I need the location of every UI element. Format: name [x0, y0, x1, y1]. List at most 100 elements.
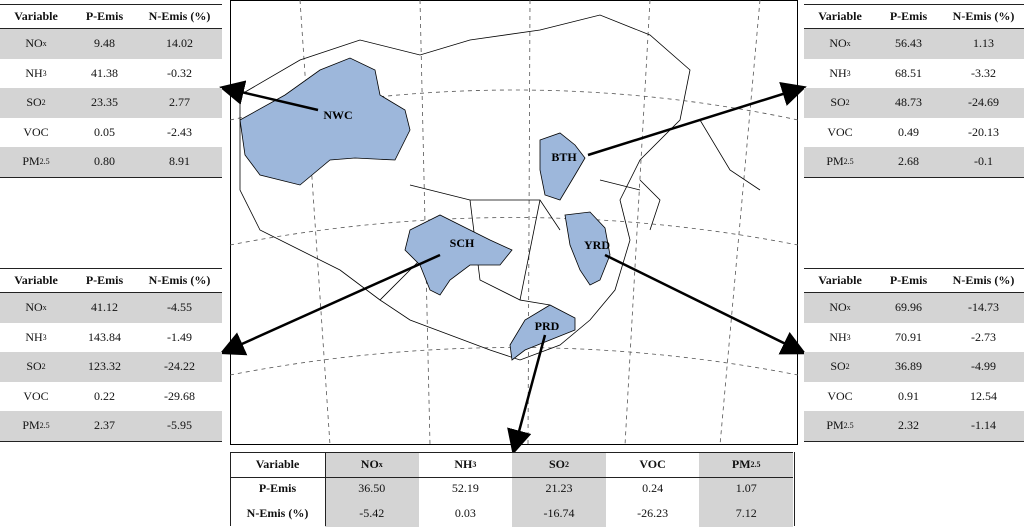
variable-subscript: 3 [472, 459, 477, 469]
value: 0.03 [454, 505, 476, 520]
value: 123.32 [88, 359, 121, 374]
variable-subscript: 3 [846, 332, 851, 342]
value: 21.23 [545, 481, 573, 496]
p-emis-cell: 0.80 [72, 147, 137, 177]
value: -1.14 [971, 418, 996, 433]
header-text: P-Emis [85, 8, 124, 23]
value: 12.54 [970, 388, 997, 403]
header-text: N-Emis (%) [246, 505, 309, 520]
region-label: NWC [323, 108, 352, 122]
variable-name: VOC [23, 388, 49, 403]
variable-cell: SO 2 [0, 88, 72, 118]
p-emis-cell: 36.50 [325, 477, 419, 502]
table-rule [804, 440, 1024, 442]
value: 0.80 [94, 154, 115, 169]
variable-cell: NH 3 [804, 59, 876, 89]
value: 9.48 [94, 36, 115, 51]
value: -5.42 [359, 505, 385, 520]
variable-name: NO [829, 36, 847, 51]
value: -2.73 [971, 329, 996, 344]
row-shade [804, 29, 1024, 59]
region-label: YRD [584, 238, 610, 252]
value: -5.95 [167, 418, 192, 433]
row-shade [0, 147, 222, 177]
n-emis-cell: -4.55 [137, 293, 222, 323]
variable-name: PM [22, 418, 40, 433]
table-rule [0, 176, 222, 178]
variable-cell: VOC [606, 452, 700, 477]
arrow [604, 253, 807, 355]
p-emis-cell: 0.49 [876, 118, 941, 148]
value: 7.12 [735, 505, 757, 520]
value: 1.13 [973, 36, 994, 51]
variable-cell: SO 2 [0, 352, 72, 382]
p-emis-cell: 0.05 [72, 118, 137, 148]
value: 68.51 [895, 65, 922, 80]
header-text: N-Emis (%) [952, 272, 1015, 287]
variable-cell: NH 3 [419, 452, 513, 477]
row-shade [0, 88, 222, 118]
p-emis-cell: 0.24 [606, 477, 700, 502]
header-cell: P-Emis [876, 4, 941, 28]
variable-name: SO [26, 359, 42, 374]
variable-subscript: x [378, 459, 383, 469]
variable-subscript: x [846, 303, 851, 313]
header-cell: Variable [0, 4, 72, 28]
p-emis-cell: 36.89 [876, 352, 941, 382]
variable-cell: NH 3 [0, 59, 72, 89]
p-emis-cell: 143.84 [72, 323, 137, 353]
variable-cell: NO x [325, 452, 419, 477]
n-emis-cell: -1.49 [137, 323, 222, 353]
n-emis-cell: -24.69 [941, 88, 1024, 118]
table-rule [804, 28, 1024, 29]
p-emis-cell: 2.32 [876, 411, 941, 441]
table-rule [804, 4, 1024, 5]
variable-cell: NO x [0, 29, 72, 59]
header-text: P-Emis [85, 272, 124, 287]
variable-subscript: 2 [564, 459, 569, 469]
header-cell: N-Emis (%) [137, 4, 222, 28]
value: 2.77 [169, 95, 190, 110]
table-rule [0, 28, 222, 29]
variable-cell: PM 2.5 [0, 147, 72, 177]
value: -4.55 [167, 300, 192, 315]
value: -24.22 [164, 359, 195, 374]
table-rule [804, 292, 1024, 293]
table-rule [804, 268, 1024, 269]
table-frame [230, 452, 795, 526]
n-emis-cell: -5.95 [137, 411, 222, 441]
table-rule [0, 440, 222, 442]
variable-subscript: 2 [845, 98, 850, 108]
p-emis-cell: 9.48 [72, 29, 137, 59]
value: -26.23 [637, 505, 669, 520]
table-rule [804, 176, 1024, 178]
variable-name: NH [829, 329, 847, 344]
variable-cell: SO 2 [804, 88, 876, 118]
p-emis-cell: 1.07 [699, 477, 793, 502]
variable-name: NH [829, 65, 847, 80]
variable-name: PM [22, 154, 40, 169]
value: 0.22 [94, 388, 115, 403]
value: 2.37 [94, 418, 115, 433]
region-bth [539, 132, 586, 201]
row-shade [804, 147, 1024, 177]
variable-name: NO [25, 36, 43, 51]
value: -3.32 [971, 65, 996, 80]
n-emis-cell: -4.99 [941, 352, 1024, 382]
p-emis-cell: 2.37 [72, 411, 137, 441]
value: 69.96 [895, 300, 922, 315]
n-emis-cell: -29.68 [137, 382, 222, 412]
p-emis-cell: 2.68 [876, 147, 941, 177]
value: 1.07 [735, 481, 757, 496]
n-emis-cell: -1.14 [941, 411, 1024, 441]
value: 0.91 [898, 388, 919, 403]
variable-name: NH [454, 456, 473, 471]
variable-cell: PM 2.5 [0, 411, 72, 441]
p-emis-cell: 0.22 [72, 382, 137, 412]
header-text: Variable [818, 8, 862, 23]
n-emis-cell: 1.13 [941, 29, 1024, 59]
col-shade [512, 453, 606, 527]
variable-cell: NH 3 [0, 323, 72, 353]
